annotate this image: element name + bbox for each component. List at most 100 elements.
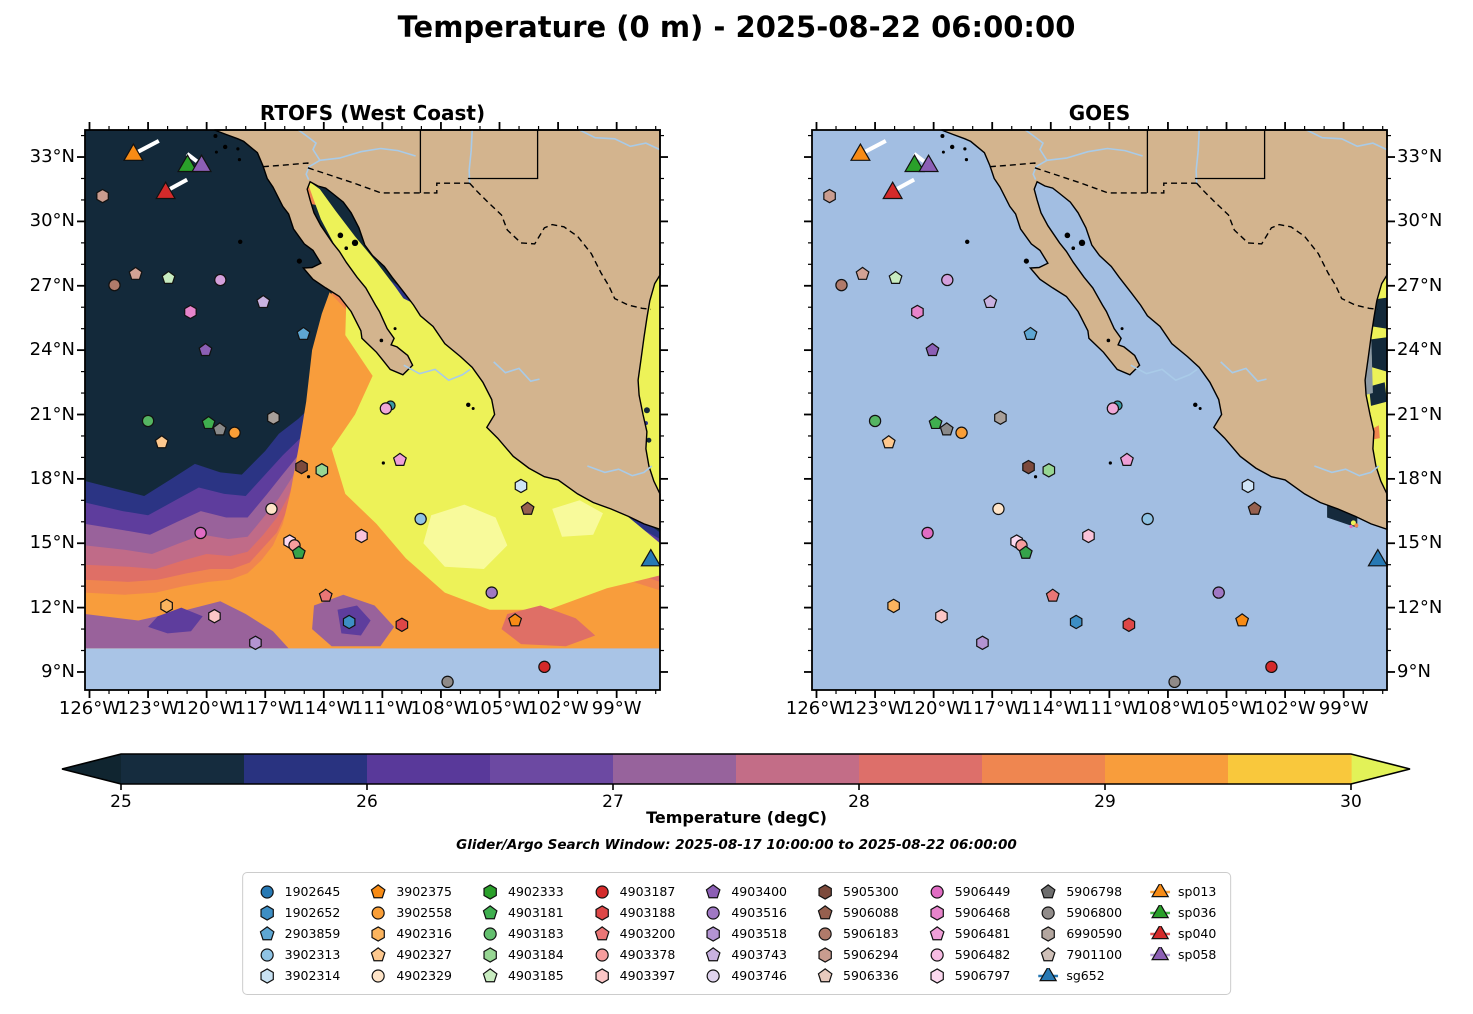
pentagon-marker-icon (1235, 613, 1250, 627)
legend-item: 4903518 (703, 923, 787, 944)
hexagon-marker-icon (1041, 925, 1056, 942)
legend-item-label: 3902313 (284, 947, 341, 962)
pentagon-marker-icon (508, 613, 523, 627)
legend-column: 4902333 4903181 4903183 4903184 4903185 (480, 881, 564, 986)
goes-cold-patch (1369, 382, 1387, 406)
legend-item: 5906797 (927, 965, 1011, 986)
legend-marker (370, 883, 386, 898)
pentagon-marker-icon (929, 925, 945, 940)
legend-marker (1041, 905, 1055, 920)
lat-tick-label: 18°N (1397, 467, 1443, 489)
triangle-marker-icon (191, 154, 212, 173)
lon-tick-label: 126°W (58, 698, 121, 719)
pentagon-marker-icon (318, 588, 333, 602)
legend-item-label: 5906449 (954, 884, 1011, 899)
circle-marker-icon (706, 905, 720, 920)
island (1023, 258, 1029, 264)
circle-marker-icon (538, 660, 551, 674)
island (238, 239, 243, 244)
sst-speck (1349, 524, 1353, 529)
legend-item-label: 4902316 (396, 926, 452, 941)
colorbar-tick-label: 28 (848, 792, 870, 812)
hexagon-marker-icon (96, 188, 109, 204)
island (337, 232, 344, 239)
legend-item-label: 4903185 (508, 968, 564, 983)
hexagon-marker-icon (355, 528, 368, 544)
island (222, 144, 228, 150)
pentagon-marker-icon (256, 294, 271, 309)
circle-marker-icon (1141, 512, 1154, 526)
legend-marker (818, 926, 832, 941)
hexagon-marker-icon (1042, 462, 1056, 478)
search-window-subtitle: Glider/Argo Search Window: 2025-08-17 10… (456, 837, 1017, 853)
legend-item-label: 5906088 (843, 905, 899, 920)
pentagon-marker-icon (817, 904, 833, 919)
circle-marker-icon (371, 905, 385, 920)
colorbar: 25 26 27 28 29 30 (60, 752, 1415, 822)
lat-tick-label: 30°N (29, 210, 75, 232)
hexagon-marker-icon (823, 188, 836, 204)
pentagon-marker-icon (392, 452, 407, 466)
lat-tick-label: 33°N (1397, 146, 1443, 168)
hexagon-marker-icon (371, 925, 386, 942)
glider-track (166, 177, 189, 193)
legend-item: sp036 (1150, 902, 1216, 923)
hexagon-marker-icon (184, 304, 197, 320)
legend-marker (1040, 883, 1056, 898)
legend-item-label: 2903859 (284, 926, 341, 941)
river (297, 129, 322, 180)
hexagon-marker-icon (483, 946, 497, 963)
lon-tick-label: 123°W (844, 698, 906, 719)
lat-tick-label: 27°N (29, 274, 75, 296)
lat-tick-label: 9°N (41, 660, 75, 682)
hexagon-marker-icon (935, 608, 948, 624)
circle-marker-icon (921, 526, 934, 540)
legend-item-label: sp013 (1178, 884, 1217, 899)
legend-item-label: 5906800 (1066, 905, 1123, 920)
island (1078, 239, 1086, 247)
lon-tick-label: 99°W (591, 698, 642, 719)
island (963, 147, 967, 151)
circle-marker-icon (818, 926, 832, 941)
legend-marker (259, 967, 274, 984)
rtofs-map (77, 122, 668, 698)
sst-spot (501, 605, 596, 647)
hexagon-marker-icon (259, 904, 274, 921)
island (965, 239, 970, 244)
hexagon-marker-icon (976, 635, 989, 651)
legend-marker (370, 946, 386, 961)
island (1106, 338, 1111, 343)
colorbar-segment (121, 754, 245, 784)
lon-tick-label: 105°W (468, 698, 531, 719)
triangle-marker-icon (155, 181, 177, 200)
pentagon-marker-icon (1023, 326, 1038, 340)
goes-se-dark-patch (1327, 503, 1358, 528)
lat-tick-label: 27°N (1397, 274, 1443, 296)
lat-tick-label: 15°N (29, 532, 75, 554)
lat-tick-label: 12°N (29, 596, 75, 618)
sst-speck (1350, 520, 1356, 526)
lon-tick-label: 117°W (234, 698, 296, 719)
legend-marker (706, 905, 720, 920)
legend-item: 4903397 (592, 965, 675, 986)
legend-item-label: 6990590 (1066, 926, 1123, 941)
triangle-marker-icon (177, 154, 198, 173)
legend-marker (929, 904, 944, 921)
glider-track (893, 177, 916, 193)
legend-item: 3902314 (257, 965, 340, 986)
legend-item: 4903181 (480, 902, 564, 923)
legend-item: 5906088 (815, 902, 899, 923)
triangle-marker-icon (904, 154, 925, 173)
pentagon-marker-icon (296, 326, 311, 340)
legend-item-label: 5906797 (954, 968, 1011, 983)
island (466, 402, 471, 408)
river (468, 129, 473, 184)
hexagon-marker-icon (267, 410, 280, 426)
triangle-marker-icon (122, 142, 144, 161)
legend-item-label: sp036 (1178, 905, 1217, 920)
legend-item: 5905300 (815, 881, 899, 902)
colorbar-under-arrow (62, 754, 121, 784)
pentagon-marker-icon (1018, 545, 1033, 559)
hexagon-marker-icon (887, 598, 900, 614)
triangle-marker-icon (882, 181, 904, 200)
